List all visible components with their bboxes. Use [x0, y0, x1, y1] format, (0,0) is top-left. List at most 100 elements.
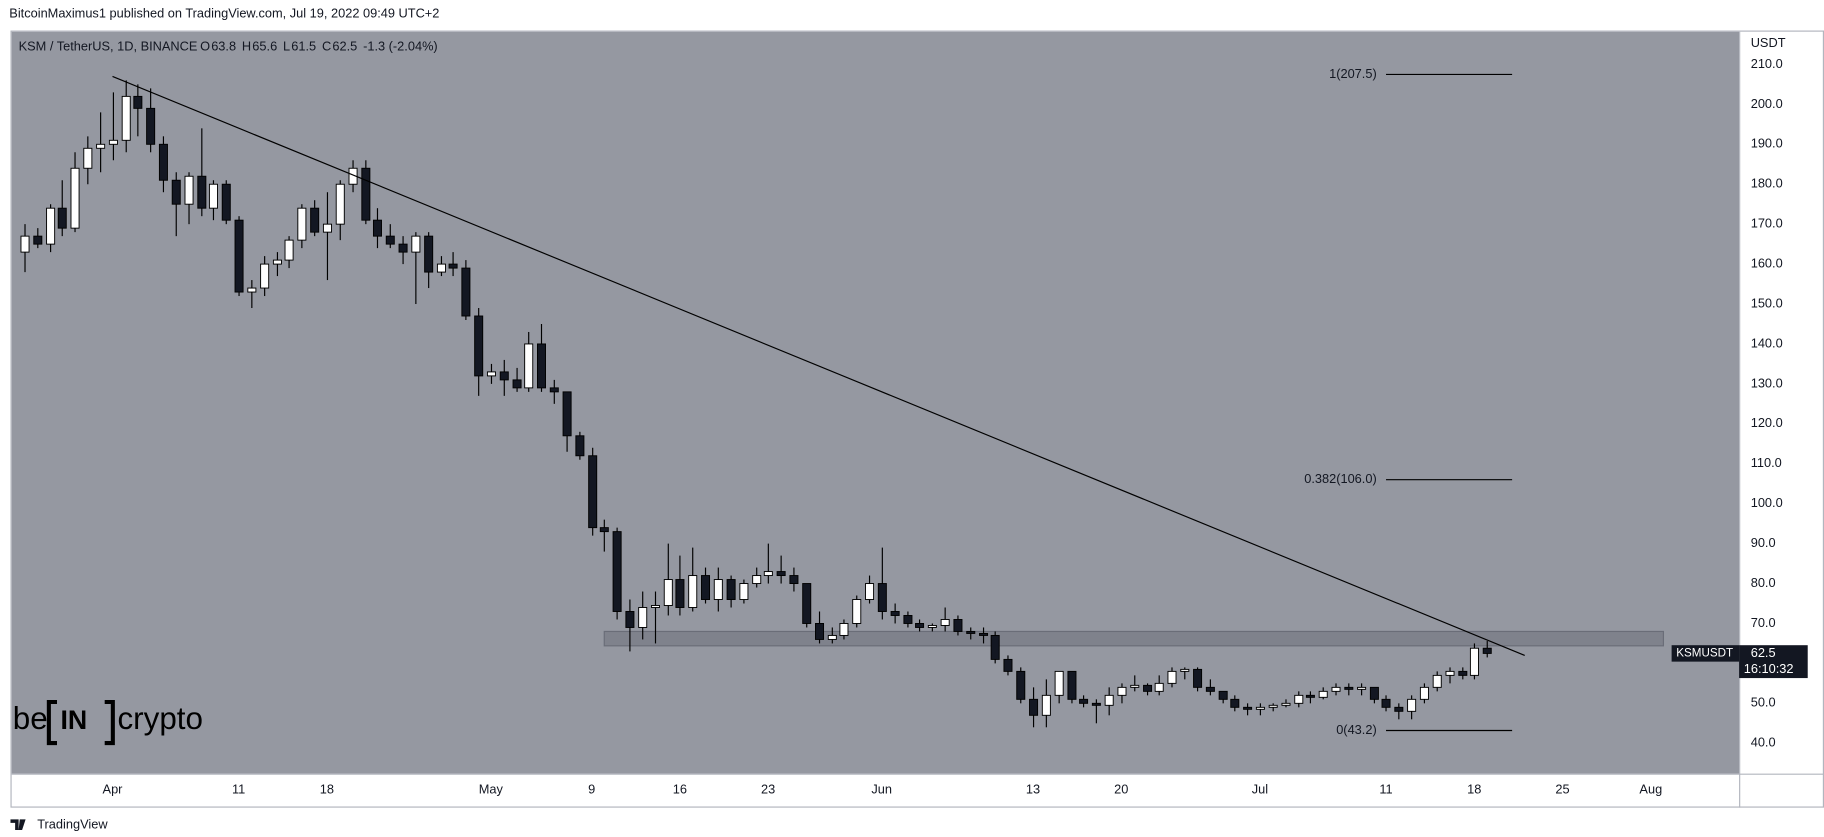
- candle-body: [1180, 668, 1190, 672]
- candle-body: [1054, 670, 1064, 696]
- plot-background: [11, 31, 1740, 774]
- candle-body: [1091, 702, 1101, 706]
- y-tick-label: 130.0: [1751, 375, 1783, 390]
- plot-area: [20, 73, 1665, 732]
- candle-body: [1394, 706, 1404, 712]
- candle-body: [612, 531, 622, 612]
- y-tick-label: 200.0: [1751, 96, 1783, 111]
- candle-body: [247, 287, 257, 293]
- legend: KSM / TetherUS, 1D, BINANCE O 63.8 H 65.6 L 6…: [19, 38, 438, 53]
- candle-body: [385, 235, 395, 245]
- candle-body: [815, 622, 825, 640]
- candle-body: [96, 143, 106, 149]
- candle-body: [903, 615, 913, 624]
- candle-body: [524, 343, 534, 389]
- legend-value: 65.6: [252, 38, 277, 53]
- x-tick-label: 20: [1114, 781, 1128, 796]
- candle-body: [1079, 698, 1089, 704]
- candle-body: [726, 579, 736, 600]
- candle-body: [1255, 706, 1265, 710]
- legend-key: L: [283, 38, 290, 53]
- legend-value: 62.5: [332, 38, 357, 53]
- candle-body: [650, 605, 661, 608]
- candle-body: [310, 207, 320, 233]
- candle-body: [1357, 686, 1367, 690]
- candle-body: [398, 243, 408, 253]
- candle-body: [33, 235, 43, 245]
- support-zone: [603, 630, 1665, 647]
- y-tick-label: 150.0: [1751, 295, 1783, 310]
- watermark-be: be: [13, 700, 48, 736]
- candle-body: [436, 263, 446, 273]
- candle-body: [133, 95, 143, 109]
- candle-body: [184, 175, 194, 205]
- candle-body: [1344, 686, 1354, 690]
- y-tick-label: 140.0: [1751, 335, 1783, 350]
- candle-body: [108, 139, 118, 145]
- legend-change: -1.3 (-2.04%): [363, 38, 438, 53]
- candle-body: [335, 183, 345, 225]
- candle-body: [1193, 668, 1203, 688]
- candle-body: [877, 583, 887, 612]
- candle-body: [789, 575, 799, 585]
- candle-body: [1294, 694, 1304, 704]
- fib-label: 0(43.2): [1336, 722, 1377, 737]
- candle-body: [1268, 704, 1278, 708]
- axis-unit: USDT: [1751, 35, 1786, 50]
- x-tick-label: Aug: [1639, 781, 1662, 796]
- candle-body: [1218, 690, 1228, 700]
- candle-body: [1117, 686, 1127, 696]
- y-tick-label: 70.0: [1751, 615, 1776, 630]
- x-tick-label: 16: [673, 781, 687, 796]
- x-tick-label: 11: [1379, 781, 1392, 796]
- x-tick-label: 18: [320, 781, 334, 796]
- candle-body: [549, 387, 559, 393]
- candle-body: [448, 263, 458, 269]
- candle-body: [234, 219, 244, 293]
- candle-body: [158, 143, 168, 181]
- candle-body: [461, 267, 471, 317]
- candle-body: [1419, 686, 1429, 700]
- trendline: [112, 75, 1525, 656]
- x-tick-label: 13: [1026, 781, 1040, 796]
- candle-body: [927, 624, 937, 628]
- y-tick-label: 120.0: [1751, 415, 1783, 430]
- y-tick-label: 160.0: [1751, 255, 1783, 270]
- candle-body: [1167, 670, 1177, 684]
- candle-body: [1003, 658, 1013, 672]
- candle-body: [1243, 706, 1253, 710]
- candle-body: [1230, 698, 1240, 708]
- candle-body: [827, 634, 837, 640]
- candle-body: [486, 371, 496, 377]
- chart-frame: [10, 30, 1824, 808]
- candle-body: [1104, 694, 1114, 706]
- x-tick-label: 18: [1467, 781, 1481, 796]
- candle-body: [1458, 670, 1468, 676]
- candle-body: [625, 611, 635, 628]
- watermark-crypto: crypto: [117, 700, 203, 736]
- candle-body: [1305, 694, 1315, 698]
- candle-body: [599, 527, 609, 533]
- footer: TradingView: [10, 817, 108, 832]
- x-tick-label: Jun: [871, 781, 892, 796]
- candle-body: [474, 315, 484, 377]
- candle-body: [1318, 690, 1328, 698]
- candle-body: [663, 579, 673, 606]
- watermark-brackets: [46, 699, 115, 746]
- countdown: 16:10:32: [1744, 661, 1794, 676]
- y-tick-label: 50.0: [1751, 695, 1776, 710]
- price-tag: [1739, 645, 1808, 679]
- candle-body: [739, 583, 749, 600]
- candle-body: [1381, 698, 1391, 708]
- candle-body: [424, 235, 434, 273]
- y-tick-label: 110.0: [1751, 455, 1782, 470]
- candle-body: [1016, 670, 1026, 700]
- candle-body: [46, 207, 56, 245]
- legend-key: O: [200, 38, 210, 53]
- y-tick-label: 210.0: [1751, 56, 1783, 71]
- candle-body: [272, 259, 282, 265]
- candle-body: [1331, 686, 1341, 692]
- candle-body: [70, 167, 80, 229]
- candle-body: [197, 175, 207, 209]
- candle-body: [499, 371, 509, 381]
